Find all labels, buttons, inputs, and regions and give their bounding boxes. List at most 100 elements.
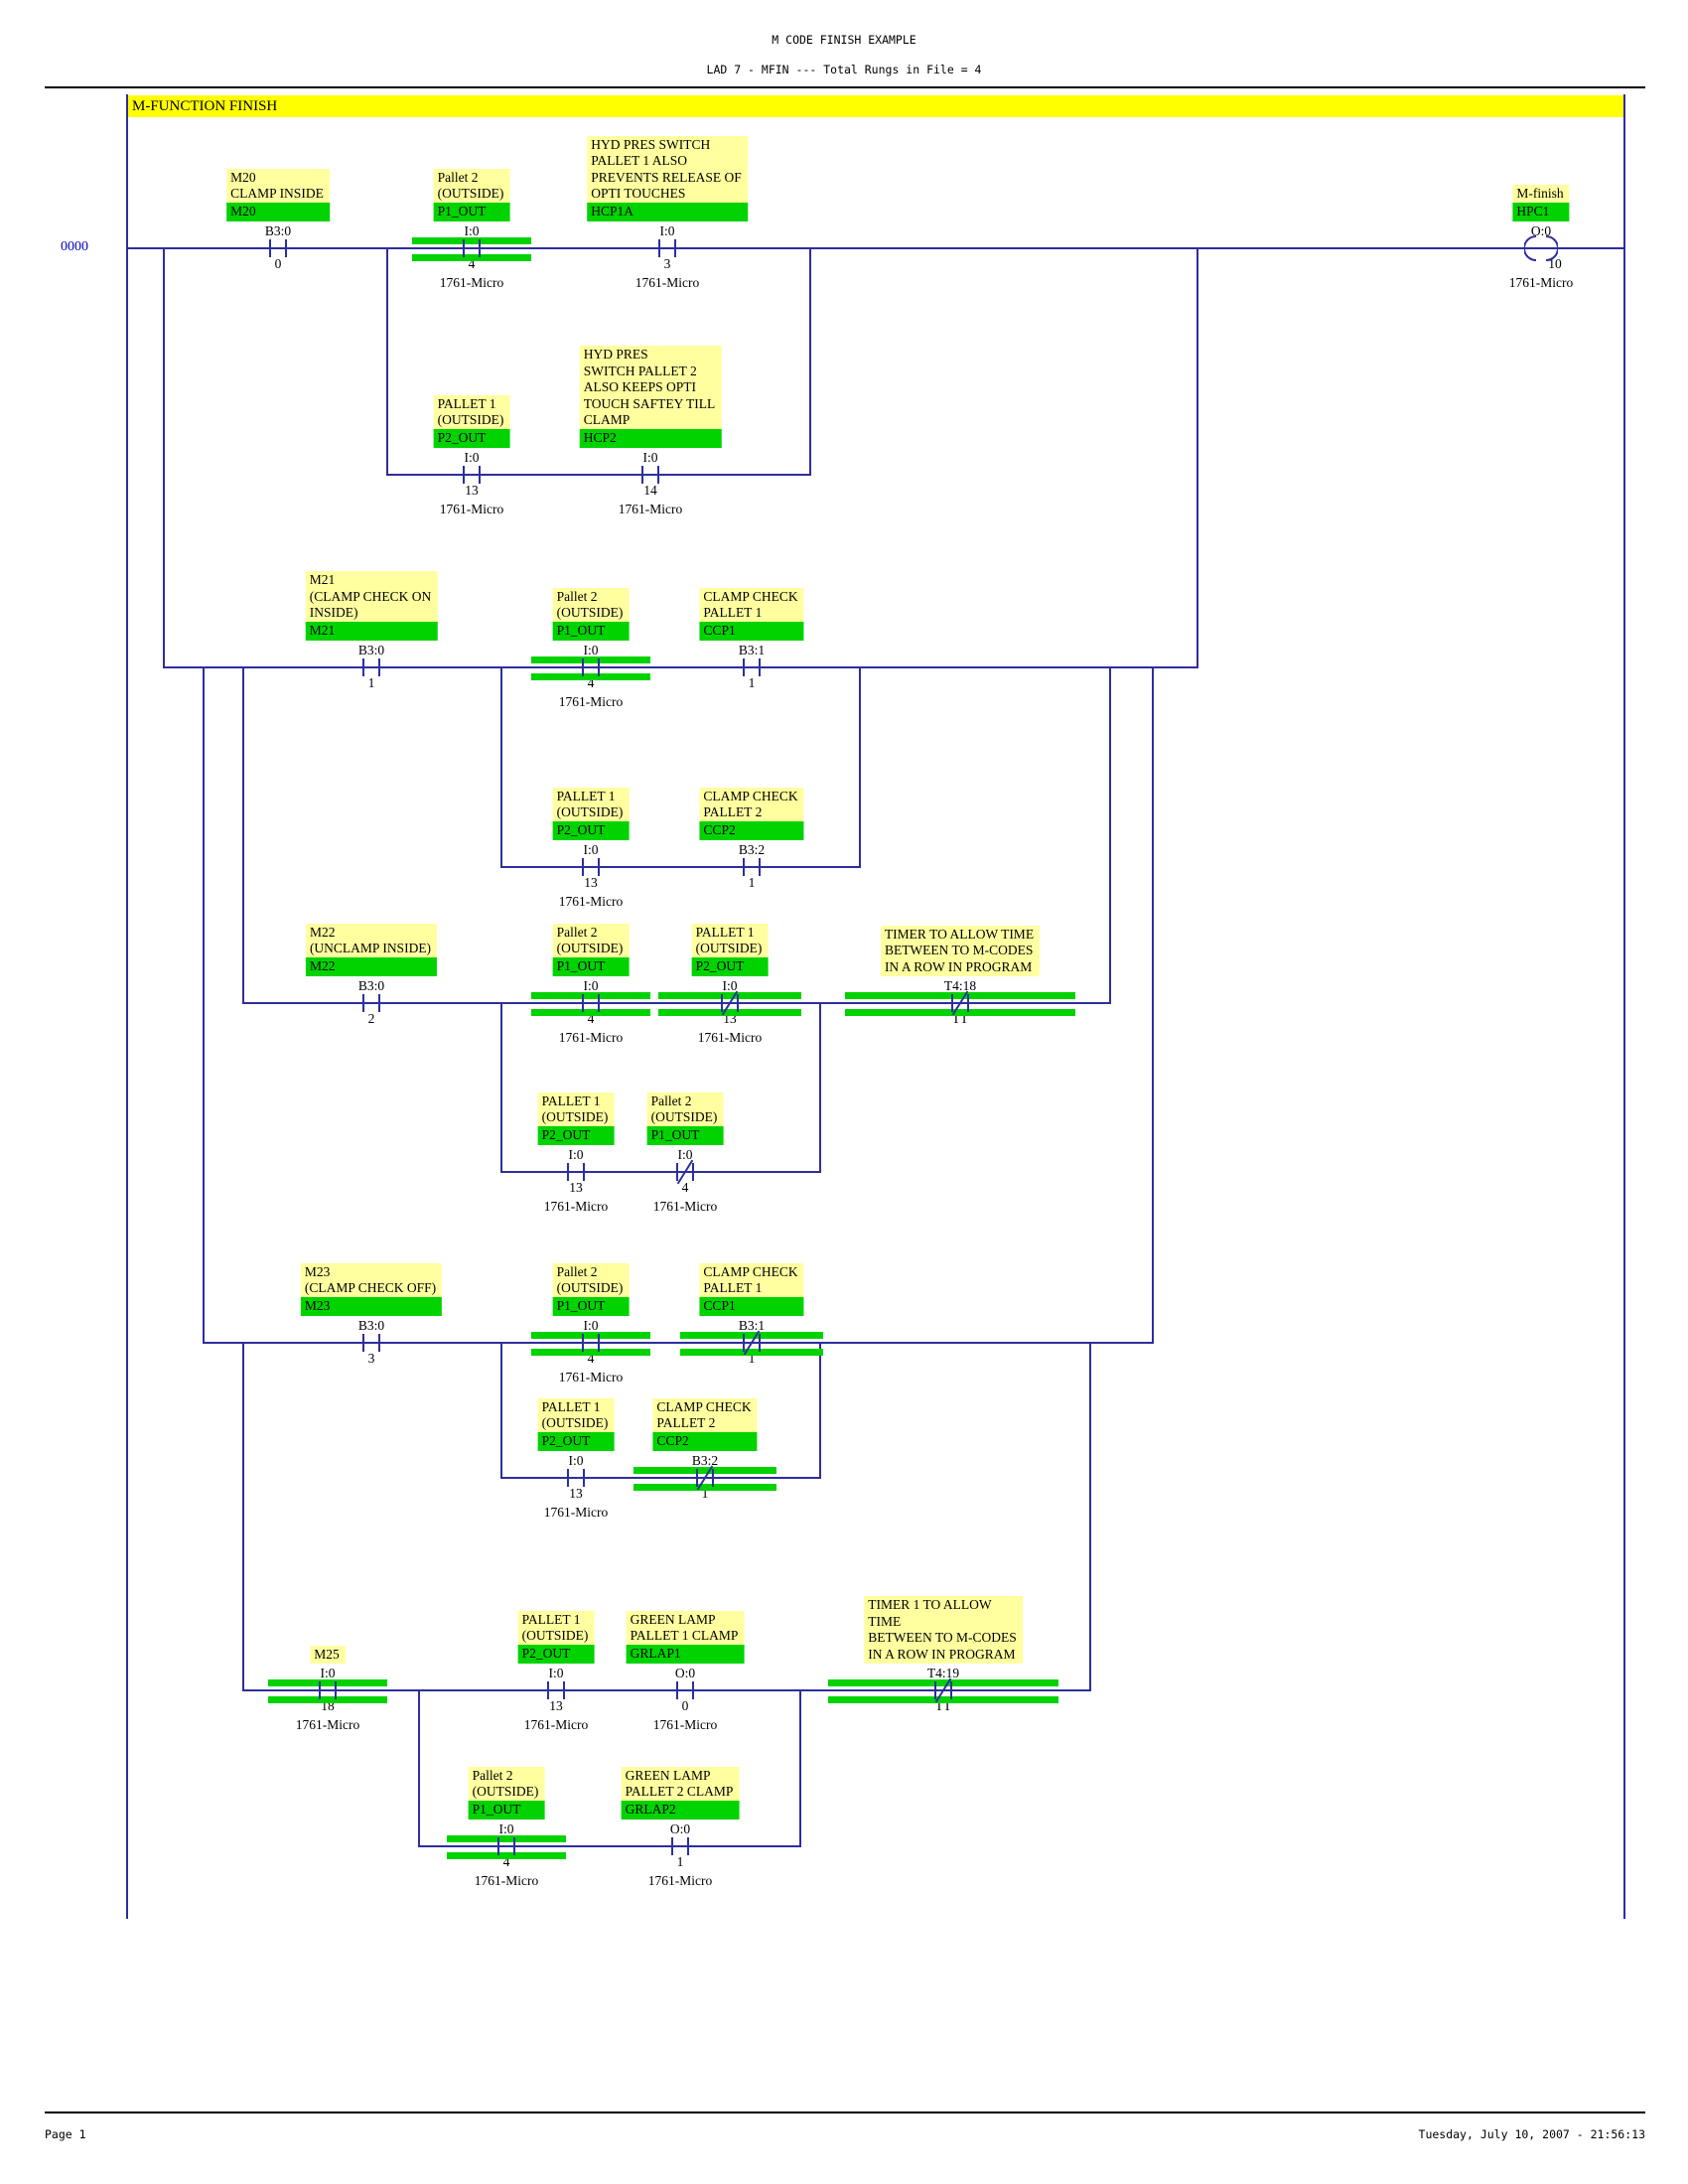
label-stack: Pallet 2 (OUTSIDE) P1_OUT (433, 168, 510, 221)
bit-label: 13 (569, 1180, 583, 1195)
bit-label: 1 (367, 675, 375, 690)
power-flow-highlight (845, 1009, 1075, 1016)
device-label: 1761-Micro (543, 1505, 609, 1520)
address-label: O:0 (669, 1821, 691, 1836)
bit-label: 3 (367, 1351, 375, 1366)
tag-box: P1_OUT (468, 1801, 545, 1820)
label-stack: PALLET 1 (OUTSIDE) P2_OUT (517, 1610, 595, 1664)
power-flow-highlight (680, 1332, 823, 1339)
label-stack: Pallet 2 (OUTSIDE) P1_OUT (552, 587, 630, 641)
contact-bar (582, 658, 584, 676)
contact-bar (547, 1681, 549, 1699)
bit-label: 13 (549, 1698, 563, 1713)
power-flow-highlight (412, 237, 531, 244)
address-label: I:0 (568, 1453, 584, 1468)
device-label: 1761-Micro (652, 1199, 718, 1214)
contact-bar (759, 858, 761, 876)
device-label: 1761-Micro (558, 1370, 624, 1384)
footer-page-number: Page 1 (45, 2127, 86, 2141)
contact-bar (335, 1681, 337, 1699)
device-label: 1761-Micro (474, 1873, 539, 1888)
tag-box: HPC1 (1512, 203, 1570, 221)
wire-m21-branch (163, 666, 1198, 668)
riser-m21-to-main (1196, 247, 1198, 668)
label-stack: HYD PRES SWITCH PALLET 2 ALSO KEEPS OPTI… (579, 346, 722, 448)
wire-m25-branch (242, 1689, 1091, 1691)
device-label: 1761-Micro (634, 275, 700, 290)
tag-box: CCP1 (699, 622, 804, 641)
description-box: M22 (UNCLAMP INSIDE) (305, 923, 438, 958)
address-label: I:0 (464, 223, 480, 238)
contact-bar (582, 1334, 584, 1352)
description-box: TIMER 1 TO ALLOW TIME BETWEEN TO M-CODES… (864, 1596, 1023, 1664)
label-stack: Pallet 2 (OUTSIDE) P1_OUT (552, 1262, 630, 1316)
device-label: 1761-Micro (523, 1717, 589, 1732)
label-stack: Pallet 2 (OUTSIDE) P1_OUT (468, 1766, 545, 1820)
address-label: I:0 (583, 1318, 599, 1333)
bit-label: 13 (465, 483, 479, 498)
label-stack: PALLET 1 (OUTSIDE) P2_OUT (537, 1092, 615, 1145)
label-stack: CLAMP CHECK PALLET 2 CCP2 (652, 1397, 758, 1451)
tag-box: CCP2 (652, 1432, 758, 1451)
contact-bar (598, 1334, 600, 1352)
contact-bar (567, 1469, 569, 1487)
tag-box: P1_OUT (552, 957, 630, 976)
power-flow-highlight (531, 673, 650, 680)
bit-label: 3 (663, 256, 671, 271)
bit-label: 0 (274, 256, 282, 271)
bit-label: 14 (643, 483, 657, 498)
bit-label: 4 (587, 675, 595, 690)
tag-box: M20 (226, 203, 330, 221)
contact-bar (692, 1681, 694, 1699)
description-box: Pallet 2 (OUTSIDE) (552, 1262, 630, 1298)
description-box: Pallet 2 (OUTSIDE) (552, 587, 630, 623)
bit-label: 13 (569, 1486, 583, 1501)
footer-divider (45, 2111, 1645, 2113)
contact-bar (737, 994, 739, 1012)
contact-bar (479, 466, 481, 484)
left-power-rail (126, 94, 128, 1919)
device-label: 1761-Micro (558, 694, 624, 709)
contact-bar (721, 994, 723, 1012)
riser-m25-to-m23 (1089, 1342, 1091, 1691)
rung-comment-banner[interactable]: M-FUNCTION FINISH (126, 95, 1625, 117)
rung-number[interactable]: 0000 (61, 239, 88, 254)
description-box: Pallet 2 (OUTSIDE) (646, 1092, 724, 1127)
contact-bar (583, 1469, 585, 1487)
power-flow-highlight (531, 1009, 650, 1016)
contact-bar (657, 466, 659, 484)
contact-bar (497, 1837, 499, 1855)
bit-label: 1 (676, 1854, 684, 1869)
label-stack: M23 (CLAMP CHECK OFF) M23 (300, 1262, 443, 1316)
contact-bar (378, 1334, 380, 1352)
contact-bar (463, 239, 465, 257)
device-label: 1761-Micro (647, 1873, 713, 1888)
label-stack: Pallet 2 (OUTSIDE) P1_OUT (552, 923, 630, 976)
address-label: I:0 (464, 450, 480, 465)
contact-bar (712, 1469, 714, 1487)
contact-bar (743, 658, 745, 676)
power-flow-highlight (828, 1679, 1058, 1686)
address-label: B3:2 (738, 842, 766, 857)
power-flow-highlight (658, 1009, 801, 1016)
label-stack: TIMER TO ALLOW TIME BETWEEN TO M-CODES I… (880, 925, 1041, 976)
header-divider (45, 86, 1645, 88)
power-flow-highlight (680, 1349, 823, 1356)
address-label: B3:0 (357, 978, 385, 993)
riser-m23-to-m21 (1152, 666, 1154, 1344)
device-label: 1761-Micro (652, 1717, 718, 1732)
contact-bar (362, 1334, 364, 1352)
address-label: B3:2 (691, 1453, 719, 1468)
label-stack: CLAMP CHECK PALLET 1 CCP1 (699, 1262, 804, 1316)
tag-box: P1_OUT (552, 1297, 630, 1316)
description-box: PALLET 1 (OUTSIDE) (517, 1610, 595, 1646)
device-label: 1761-Micro (1508, 275, 1574, 290)
description-box: PALLET 1 (OUTSIDE) (433, 394, 510, 430)
label-stack: M-finish HPC1 (1512, 184, 1570, 221)
bit-label: 2 (367, 1011, 375, 1026)
description-box: M23 (CLAMP CHECK OFF) (300, 1262, 443, 1298)
description-box: CLAMP CHECK PALLET 2 (699, 787, 804, 822)
power-flow-highlight (531, 656, 650, 663)
description-box: PALLET 1 (OUTSIDE) (537, 1092, 615, 1127)
bit-label: 13 (584, 875, 598, 890)
